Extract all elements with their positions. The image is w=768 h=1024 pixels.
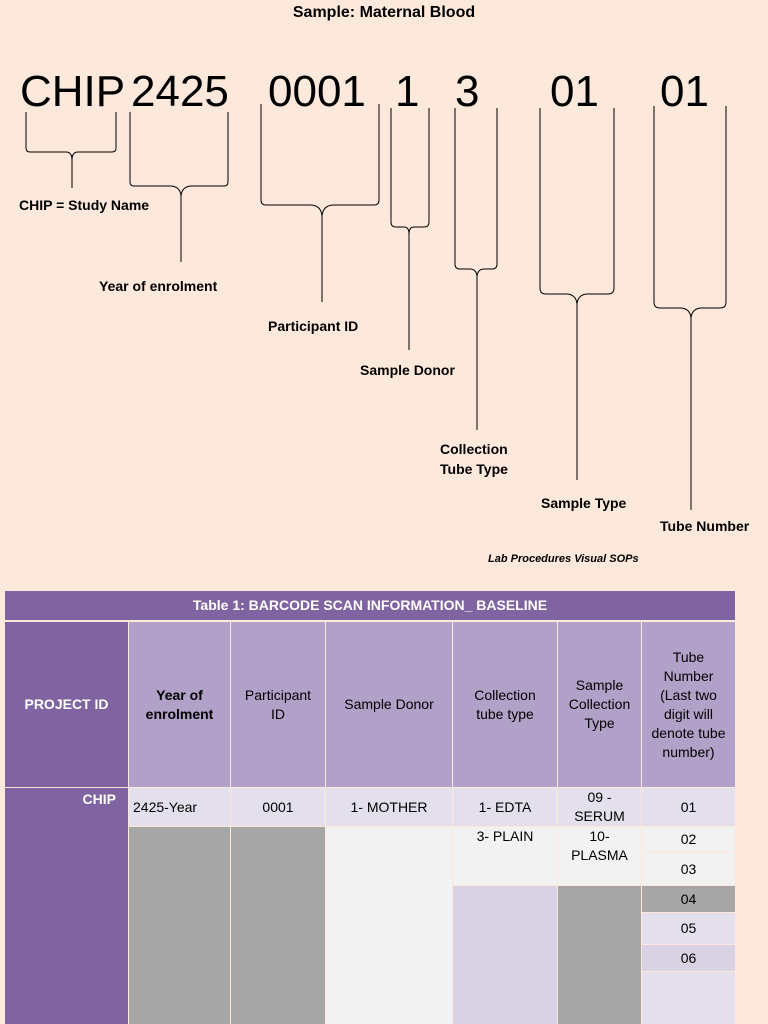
label-tube-number: Tube Number [660, 518, 750, 534]
cell-tube-number-5: 06 [642, 945, 735, 971]
cell-year: 2425-Year [129, 788, 230, 826]
cell-tube-type-empty [453, 886, 557, 1024]
brace-tube-number [653, 106, 727, 510]
label-study: CHIP = Study Name [19, 197, 150, 213]
brace-donor [390, 108, 430, 350]
brace-study [25, 112, 117, 188]
cell-project-id: CHIP [5, 788, 128, 1024]
brace-participant [260, 104, 380, 302]
cell-tube-number-1: 02 [642, 827, 735, 852]
cell-tube-number-4: 05 [642, 913, 735, 944]
cell-tube-number-3: 04 [642, 886, 735, 912]
label-participant: Participant ID [268, 318, 359, 334]
header-donor: Sample Donor [326, 622, 452, 787]
cell-tube-type-0: 1- EDTA [453, 788, 557, 826]
barcode-study: CHIP [20, 67, 126, 116]
brace-sample-type [539, 108, 615, 480]
label-tube-type-1: Collection [440, 441, 508, 457]
cell-tube-number-0: 01 [642, 788, 735, 826]
label-tube-type-2: Tube Type [440, 461, 508, 477]
cell-sample-type-1: 10- PLASMA [558, 827, 641, 885]
cell-tube-type-1: 3- PLAIN [453, 827, 557, 885]
header-sample-type: Sample Collection Type [558, 622, 641, 787]
barcode-year: 2425 [131, 67, 229, 116]
brace-year [129, 112, 229, 262]
barcode-participant: 0001 [268, 67, 366, 116]
cell-donor: 1- MOTHER [326, 788, 452, 826]
page-title: Sample: Maternal Blood [292, 4, 476, 21]
footnote: Lab Procedures Visual SOPs [488, 553, 639, 565]
header-participant: Participant ID [231, 622, 325, 787]
header-tube-number: Tube Number (Last two digit will denote … [642, 622, 735, 787]
barcode-tube-type: 3 [455, 67, 480, 116]
header-year: Year of enrolment [129, 622, 230, 787]
header-project-id: PROJECT ID [5, 622, 128, 787]
header-tube-type: Collection tube type [453, 622, 557, 787]
cell-tube-number-empty [642, 972, 735, 1024]
cell-participant: 0001 [231, 788, 325, 826]
cell-tube-number-2: 03 [642, 853, 735, 885]
cell-participant-empty [231, 827, 325, 1024]
barcode-sample-type: 01 [550, 67, 599, 116]
brace-diagram [25, 104, 727, 510]
label-sample-type: Sample Type [541, 495, 627, 511]
cell-sample-type-empty [558, 886, 641, 1024]
label-donor: Sample Donor [360, 362, 455, 378]
barcode-tube-number: 01 [660, 67, 709, 116]
cell-donor-empty [326, 827, 452, 1024]
cell-year-empty [129, 827, 230, 1024]
brace-tube-type [454, 108, 498, 430]
table-caption: Table 1: BARCODE SCAN INFORMATION_ BASEL… [5, 591, 735, 620]
barcode-donor: 1 [395, 67, 420, 116]
cell-sample-type-0: 09 - SERUM [558, 788, 641, 826]
label-year: Year of enrolment [99, 278, 218, 294]
